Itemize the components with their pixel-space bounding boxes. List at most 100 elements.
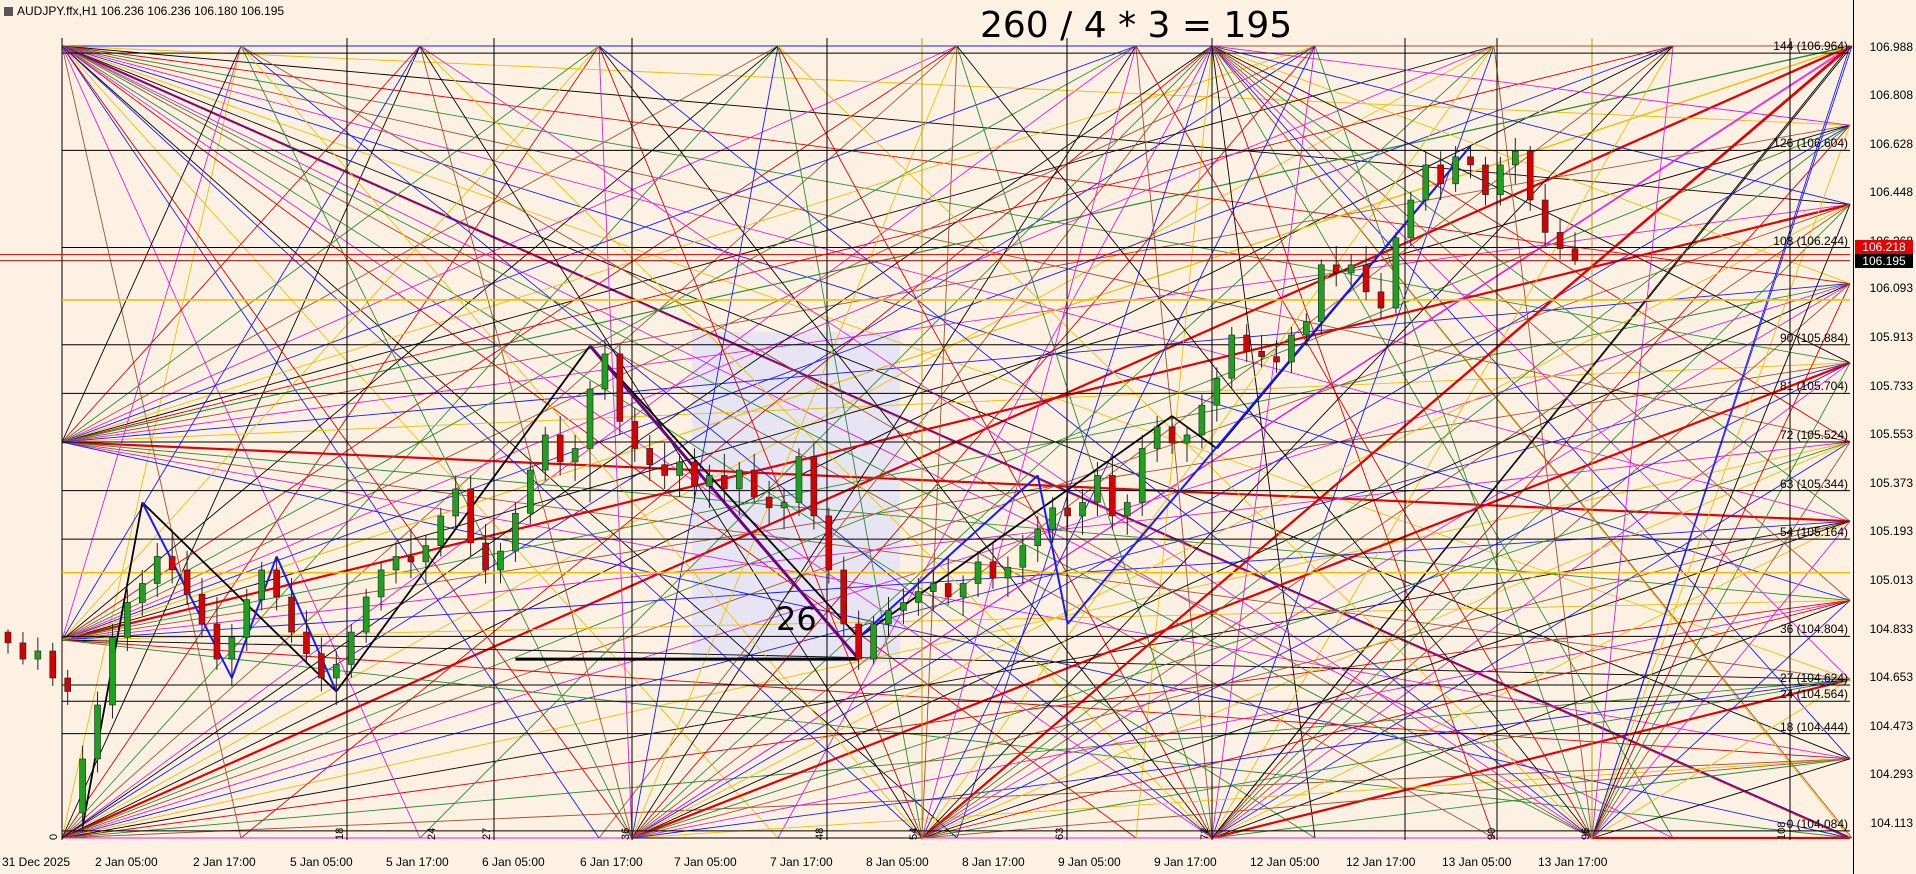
candle-body [19,642,27,660]
candle [691,448,698,503]
candle [228,623,236,687]
candle-body [392,556,400,571]
gann-fan-line [61,362,1851,443]
candle-body [1317,264,1325,322]
candle-body [661,464,668,476]
candle [556,416,564,476]
gann-fan-line [61,45,1137,641]
candle-body [1243,334,1250,352]
candle [1497,156,1504,206]
candle-body [1303,321,1310,336]
gann-fan-line [61,45,1316,641]
gann-fan-line [61,441,1851,681]
candle [407,529,415,579]
candle [541,426,549,481]
candle [825,507,833,584]
candle-body [795,456,803,503]
gann-fan-line [61,520,1851,641]
candle-body [1512,151,1519,166]
zigzag-segment [1171,415,1218,450]
candle-body [1019,545,1027,568]
candle [482,524,489,584]
candle [1004,556,1012,597]
gann-fan-line [1211,520,1851,839]
gann-fan-line [61,362,1851,641]
gann-fan-line [61,45,421,443]
candle-body [1123,502,1131,517]
candle [1556,218,1564,260]
candle-body [676,461,683,476]
gann-level-label: 18 (104.444) [1779,719,1848,734]
symbol-line: AUDJPY.ffx,H1 106.236 106.236 106.180 10… [17,4,285,18]
candle-body [422,545,430,563]
gann-grid-layer [0,38,1850,840]
candle [139,569,146,616]
candle [1138,434,1146,516]
gann-fan-line [61,203,1851,443]
candle-body [109,637,116,706]
candle [109,623,116,719]
time-tick-label: 12 Jan 17:00 [1346,855,1416,869]
gann-fan-line [61,45,242,641]
gann-level-label: 90 (105.884) [1779,330,1848,345]
zigzag-blue-segment [230,556,278,679]
price-tick-label: 104.473 [1869,718,1913,733]
candle [810,443,818,530]
vertical-count-label: 96 [1580,827,1592,840]
candle-body [467,488,474,544]
candle [989,542,997,589]
gann-fan-line [631,283,1851,839]
zigzag-blue-segment [1066,145,1472,625]
gann-fan-line [61,639,1851,681]
candle [676,453,683,498]
candle-body [273,569,280,598]
gann-fan-line [1211,441,1851,839]
candle-body [183,569,191,595]
vertical-count-label: 27 [481,827,493,840]
vertical-count-label: 63 [1054,827,1066,840]
candle [333,650,340,705]
gann-fan-line [1211,124,1851,839]
candle [1347,254,1355,287]
gann-fan-line [631,520,1851,839]
price-tick-label: 105.553 [1869,427,1913,442]
candle-body [825,515,833,571]
candle [1407,191,1415,246]
candle [1467,146,1474,179]
gann-level-label: 36 (104.804) [1779,622,1848,637]
gann-fan-line [631,679,1851,839]
candle-body [1109,475,1116,517]
candle [885,596,892,638]
candle [586,380,594,503]
candle-body [1153,426,1161,449]
candle [153,542,161,597]
gann-fan-line [631,124,1851,839]
candle-body [959,583,967,598]
current-price-tag-red: 106.218 [1855,239,1913,254]
gann-fan-line [61,441,1851,641]
price-axis[interactable]: 106.988106.808106.628106.448106.268106.0… [1853,0,1916,874]
gann-fan-line [61,440,1851,523]
candle-body [1258,350,1265,357]
candle-body [4,631,12,644]
gann-level-label: 144 (106.964) [1773,39,1848,54]
candle-body [437,515,445,546]
candle [631,407,639,462]
gann-fan-line [1211,758,1851,839]
candle-body [765,496,773,509]
candle-body [258,569,266,600]
candle [1332,245,1340,287]
candle-body [750,469,758,498]
candle [1437,151,1444,201]
candle-body [870,623,877,660]
gann-fan-line [631,599,1851,839]
candle [1228,326,1236,390]
gann-fan-line [921,758,1851,839]
candle [661,443,668,489]
candle [944,556,952,606]
candle [780,488,788,530]
candle-body [1556,232,1564,249]
candle-body [616,353,624,422]
candle-body [1273,356,1280,363]
